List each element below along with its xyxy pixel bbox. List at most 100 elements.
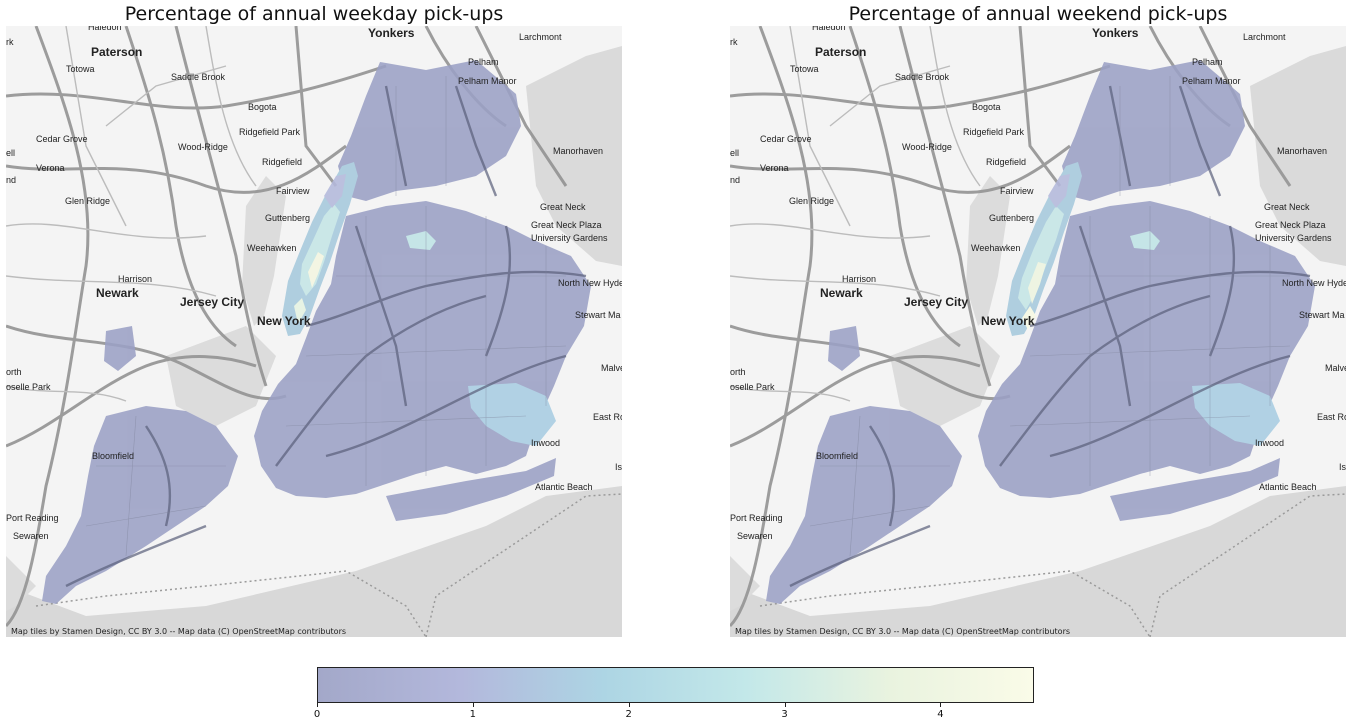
place-label-manorhaven: Manorhaven: [1277, 146, 1327, 156]
colorbar-tick-label: 0: [313, 709, 321, 720]
place-label-rk: rk: [730, 37, 738, 47]
place-label-orth: orth: [730, 367, 746, 377]
place-label-bloomfield: Bloomfield: [92, 451, 134, 461]
place-label-pelham-manor: Pelham Manor: [1182, 76, 1241, 86]
place-label-totowa: Totowa: [66, 64, 95, 74]
place-label-stewart-ma: Stewart Ma: [1299, 310, 1345, 320]
place-label-is: Is: [1339, 462, 1346, 472]
place-label-orth: orth: [6, 367, 22, 377]
place-label-cedar-grove: Cedar Grove: [36, 134, 88, 144]
place-label-university-gardens: University Gardens: [531, 233, 608, 243]
place-label-is: Is: [615, 462, 622, 472]
place-label-pelham-manor: Pelham Manor: [458, 76, 517, 86]
place-label-ridgefield: Ridgefield: [262, 157, 302, 167]
place-label-oselle-park: oselle Park: [730, 382, 775, 392]
place-label-ell: ell: [730, 148, 739, 158]
map-attribution: Map tiles by Stamen Design, CC BY 3.0 --…: [735, 627, 1070, 636]
place-label-great-neck: Great Neck: [540, 202, 586, 212]
colorbar-tick-label: 3: [781, 709, 788, 720]
place-label-atlantic-beach: Atlantic Beach: [1259, 482, 1317, 492]
place-label-yonkers: Yonkers: [368, 26, 415, 40]
place-label-ridgefield-park: Ridgefield Park: [963, 127, 1025, 137]
place-label-larchmont: Larchmont: [1243, 32, 1286, 42]
place-label-larchmont: Larchmont: [519, 32, 562, 42]
place-label-jersey-city: Jersey City: [904, 295, 968, 309]
place-label-newark: Newark: [96, 286, 139, 300]
place-label-yonkers: Yonkers: [1092, 26, 1139, 40]
place-label-saddle-brook: Saddle Brook: [171, 72, 226, 82]
weekend-map[interactable]: Haledon Yonkers Larchmont Paterson Pelha…: [730, 26, 1346, 637]
place-label-university-gardens: University Gardens: [1255, 233, 1332, 243]
colorbar-ticks: 0 1 2 3 4: [313, 703, 1034, 723]
place-label-inwood: Inwood: [531, 438, 560, 448]
place-labels: Haledon Yonkers Larchmont Paterson Pelha…: [730, 26, 1346, 541]
place-label-paterson: Paterson: [815, 45, 866, 59]
place-label-verona: Verona: [36, 163, 65, 173]
place-labels: Haledon Yonkers Larchmont Paterson Pelha…: [6, 26, 622, 541]
place-label-wood-ridge: Wood-Ridge: [178, 142, 228, 152]
colorbar: [317, 667, 1034, 703]
place-label-glen-ridge: Glen Ridge: [65, 196, 110, 206]
colorbar-tick-label: 1: [469, 709, 477, 720]
place-label-weehawken: Weehawken: [247, 243, 296, 253]
place-label-rk: rk: [6, 37, 14, 47]
place-label-north-new-hyde: North New Hyde: [1282, 278, 1346, 288]
place-label-port-reading: Port Reading: [6, 513, 59, 523]
place-label-ell: ell: [6, 148, 15, 158]
place-label-stewart-ma: Stewart Ma: [575, 310, 621, 320]
place-label-jersey-city: Jersey City: [180, 295, 244, 309]
place-label-atlantic-beach: Atlantic Beach: [535, 482, 593, 492]
place-label-great-neck-plaza: Great Neck Plaza: [531, 220, 602, 230]
weekday-map-canvas: Haledon Yonkers Larchmont Paterson Pelha…: [6, 26, 622, 637]
place-label-glen-ridge: Glen Ridge: [789, 196, 834, 206]
place-label-east-ro: East Ro: [593, 412, 622, 422]
colorbar-tick-mark: [628, 703, 630, 707]
highways: [65, 85, 587, 588]
place-label-harrison: Harrison: [842, 274, 876, 284]
place-label-haledon: Haledon: [88, 26, 122, 32]
place-label-sewaren: Sewaren: [13, 531, 49, 541]
place-label-verona: Verona: [760, 163, 789, 173]
place-label-sewaren: Sewaren: [737, 531, 773, 541]
place-label-pelham: Pelham: [1192, 57, 1223, 67]
place-label-haledon: Haledon: [812, 26, 846, 32]
place-label-nd: nd: [730, 175, 740, 185]
colorbar-tick-label: 2: [625, 709, 632, 720]
weekday-map[interactable]: Haledon Yonkers Larchmont Paterson Pelha…: [6, 26, 622, 637]
place-label-malve: Malve: [601, 363, 622, 373]
colorbar-tick-label: 4: [937, 709, 944, 720]
weekend-map-canvas: Haledon Yonkers Larchmont Paterson Pelha…: [730, 26, 1346, 637]
place-label-wood-ridge: Wood-Ridge: [902, 142, 952, 152]
place-label-harrison: Harrison: [118, 274, 152, 284]
place-label-new-york: New York: [257, 314, 311, 328]
weekend-map-panel: Percentage of annual weekend pick-ups: [730, 0, 1346, 640]
place-label-guttenberg: Guttenberg: [989, 213, 1034, 223]
place-label-bloomfield: Bloomfield: [816, 451, 858, 461]
place-label-cedar-grove: Cedar Grove: [760, 134, 812, 144]
place-label-ridgefield-park: Ridgefield Park: [239, 127, 301, 137]
place-label-port-reading: Port Reading: [730, 513, 783, 523]
place-label-totowa: Totowa: [790, 64, 819, 74]
weekday-map-panel: Percentage of annual weekday pick-ups: [6, 0, 622, 640]
map-attribution: Map tiles by Stamen Design, CC BY 3.0 --…: [11, 627, 346, 636]
place-label-bogota: Bogota: [972, 102, 1001, 112]
colorbar-tick-mark: [472, 703, 474, 707]
place-label-fairview: Fairview: [276, 186, 310, 196]
place-label-east-ro: East Ro: [1317, 412, 1346, 422]
weekday-map-title: Percentage of annual weekday pick-ups: [124, 3, 504, 25]
place-label-pelham: Pelham: [468, 57, 499, 67]
colorbar-tick-mark: [317, 703, 318, 707]
place-label-manorhaven: Manorhaven: [553, 146, 603, 156]
colorbar-tick-mark: [784, 703, 786, 707]
place-label-great-neck: Great Neck: [1264, 202, 1310, 212]
place-label-bogota: Bogota: [248, 102, 277, 112]
place-label-new-york: New York: [981, 314, 1035, 328]
place-label-great-neck-plaza: Great Neck Plaza: [1255, 220, 1326, 230]
place-label-saddle-brook: Saddle Brook: [895, 72, 950, 82]
colorbar-tick-mark: [940, 703, 942, 707]
place-label-newark: Newark: [820, 286, 863, 300]
place-label-paterson: Paterson: [91, 45, 142, 59]
place-label-fairview: Fairview: [1000, 186, 1034, 196]
place-label-ridgefield: Ridgefield: [986, 157, 1026, 167]
place-label-nd: nd: [6, 175, 16, 185]
